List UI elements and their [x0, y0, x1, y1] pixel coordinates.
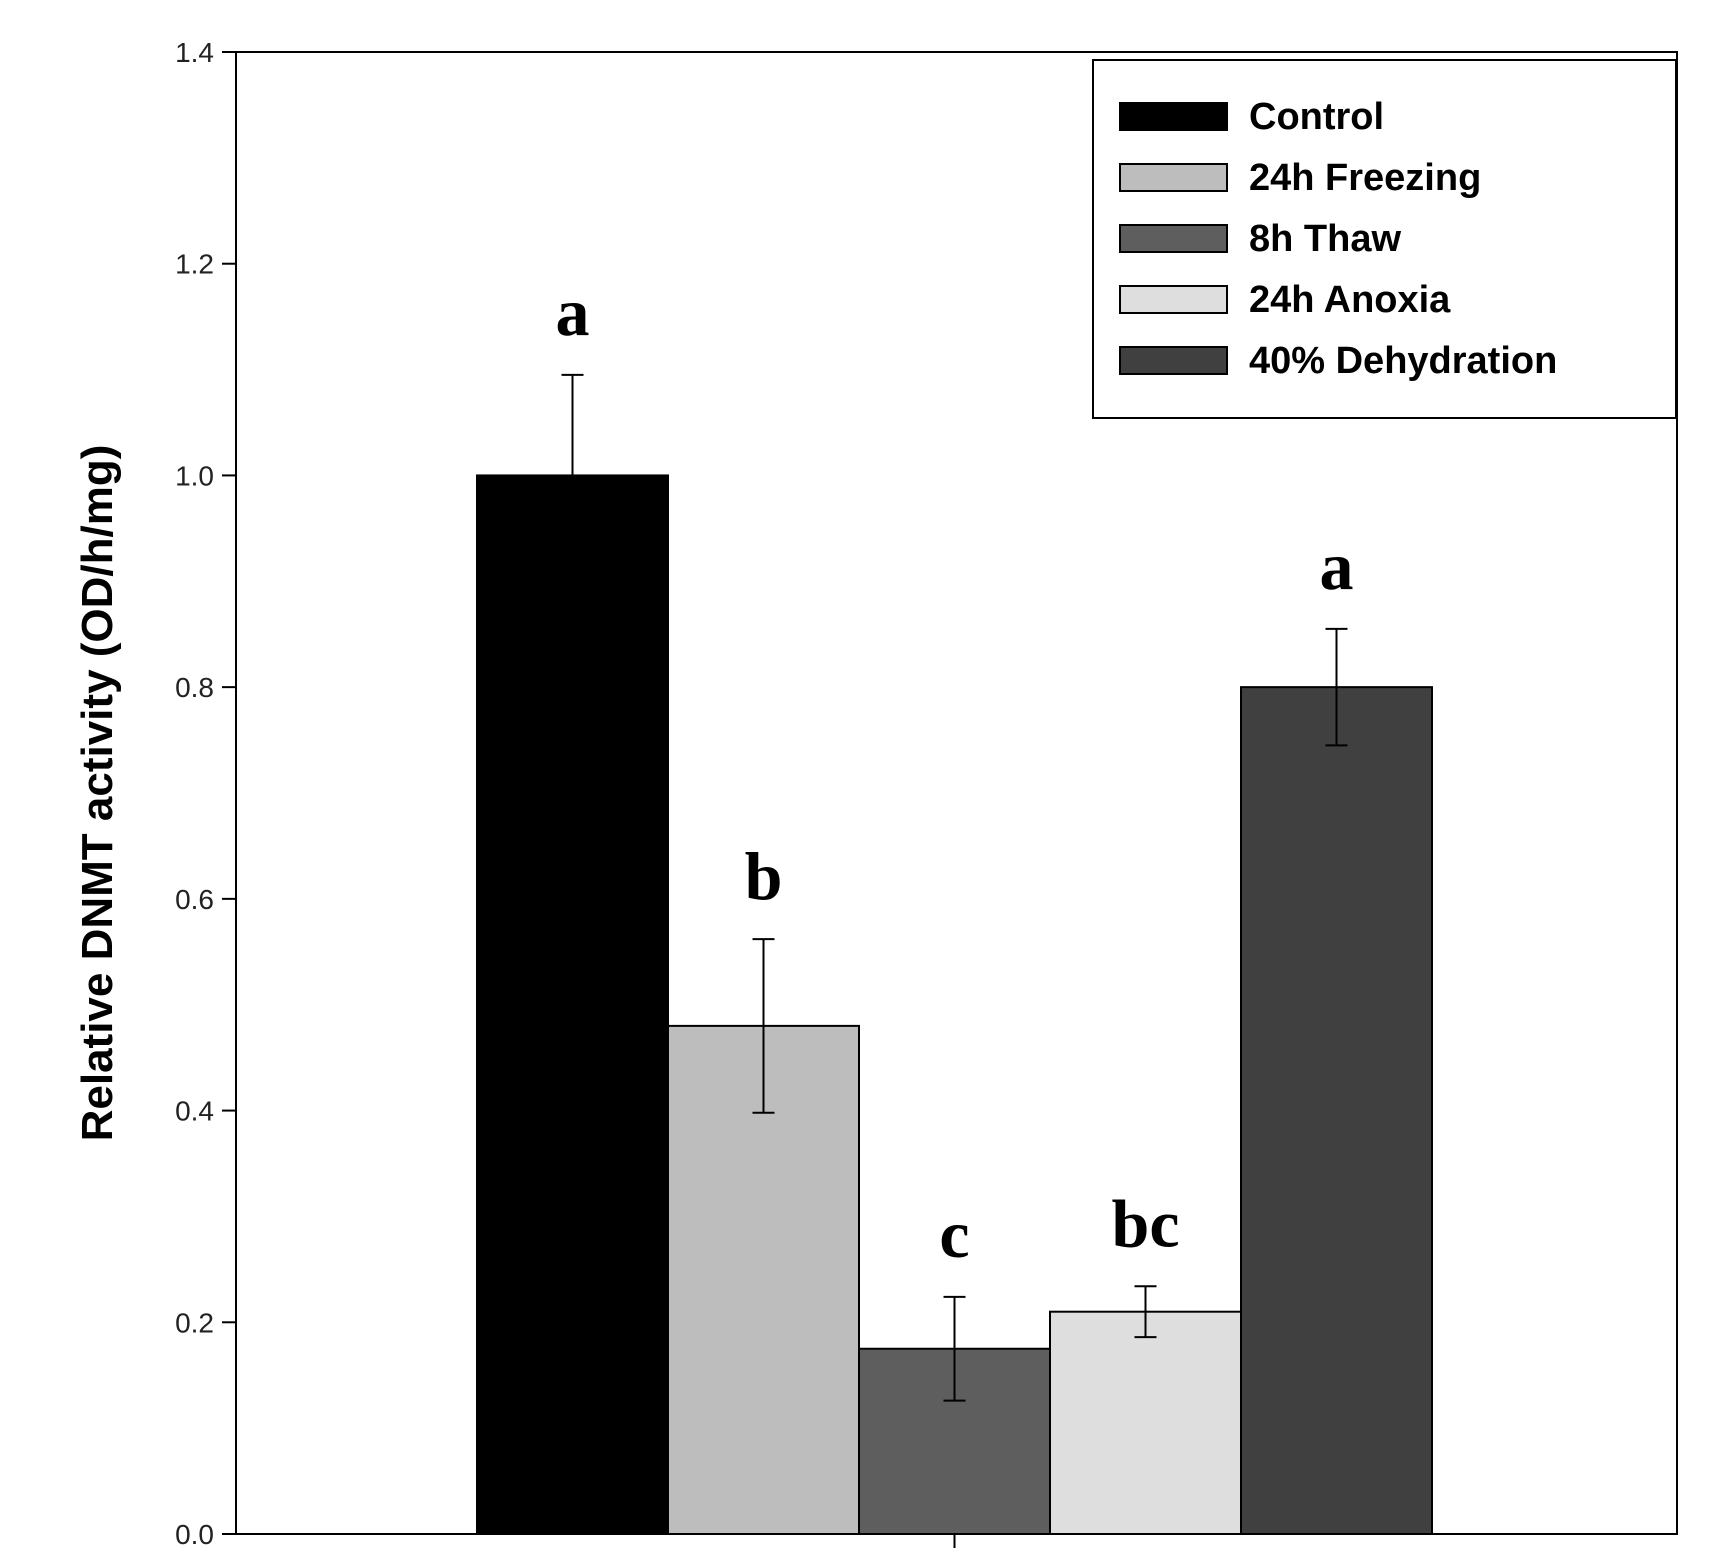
y-tick-label: 0.8: [175, 672, 214, 703]
legend-swatch: [1119, 224, 1228, 253]
legend-label: 8h Thaw: [1249, 218, 1401, 260]
bar: [476, 474, 669, 1535]
significance-label: a: [1320, 528, 1354, 604]
y-tick-label: 0.4: [175, 1096, 214, 1127]
legend-label: 24h Anoxia: [1249, 279, 1451, 321]
legend: Control 24h Freezing 8h Thaw 24h Anoxia 40% …: [1092, 59, 1677, 419]
bar: [1240, 686, 1433, 1535]
significance-label: a: [556, 274, 590, 350]
bars: [476, 474, 1433, 1536]
y-axis: 0.0 0.2 0.4 0.6 0.8 1.0 1.2 1.4: [175, 37, 956, 1550]
y-tick-label: 0.6: [175, 884, 214, 915]
error-bars: [561, 373, 1348, 1402]
y-tick-label: 1.2: [175, 249, 214, 280]
significance-label: bc: [1112, 1185, 1180, 1261]
y-tick-label: 1.0: [175, 460, 214, 491]
legend-swatch: [1119, 102, 1228, 131]
significance-labels: abc bca: [556, 274, 1354, 1272]
y-tick-label: 0.2: [175, 1307, 214, 1338]
y-axis-title: Relative DNMT activity (OD/h/mg): [73, 445, 122, 1142]
y-tick-label: 0.0: [175, 1519, 214, 1550]
legend-swatch: [1119, 163, 1228, 192]
significance-label: b: [745, 838, 783, 914]
legend-label: 40% Dehydration: [1249, 340, 1557, 382]
significance-label: c: [939, 1196, 969, 1272]
legend-swatch: [1119, 285, 1228, 314]
bar: [1049, 1310, 1242, 1535]
legend-label: 24h Freezing: [1249, 157, 1481, 199]
legend-label: Control: [1249, 96, 1384, 138]
y-tick-label: 1.4: [175, 37, 214, 68]
legend-swatch: [1119, 346, 1228, 375]
